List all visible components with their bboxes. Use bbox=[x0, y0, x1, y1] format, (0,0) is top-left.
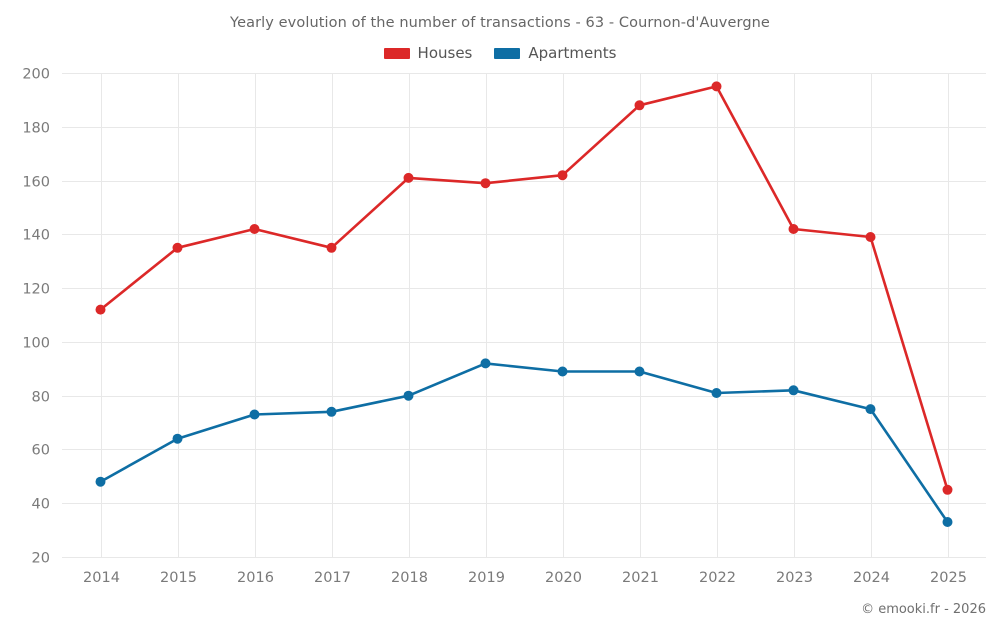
data-point-apartments-2014[interactable] bbox=[95, 476, 106, 487]
chart-title: Yearly evolution of the number of transa… bbox=[230, 15, 770, 31]
copyright-credit: © emooki.fr - 2026 bbox=[861, 602, 986, 617]
data-point-houses-2015[interactable] bbox=[172, 242, 183, 253]
data-point-apartments-2016[interactable] bbox=[249, 409, 260, 420]
series-layer bbox=[95, 81, 953, 527]
series-line-apartments bbox=[99, 362, 949, 524]
data-point-houses-2018[interactable] bbox=[403, 172, 414, 183]
x-axis-tick-label: 2016 bbox=[237, 570, 274, 586]
data-point-apartments-2017[interactable] bbox=[326, 406, 337, 417]
y-axis-tick-label: 100 bbox=[22, 336, 50, 352]
y-axis-tick-label: 40 bbox=[32, 497, 50, 513]
data-point-apartments-2018[interactable] bbox=[403, 390, 414, 401]
legend-swatch-apartments bbox=[494, 47, 521, 59]
x-axis-tick-label: 2024 bbox=[853, 570, 890, 586]
data-point-houses-2025[interactable] bbox=[942, 484, 953, 495]
y-axis-tick-label: 160 bbox=[22, 175, 50, 191]
data-point-houses-2024[interactable] bbox=[865, 232, 876, 242]
data-point-houses-2016[interactable] bbox=[249, 224, 260, 234]
y-axis-tick-label: 120 bbox=[22, 282, 50, 298]
x-axis-labels: 2014 2015 2016 2017 2018 2019 2020 2021 2022 2023… bbox=[83, 570, 967, 586]
data-point-houses-2019[interactable] bbox=[480, 178, 491, 189]
y-axis-tick-label: 200 bbox=[22, 67, 50, 83]
x-axis-tick-label: 2014 bbox=[83, 570, 120, 586]
data-point-apartments-2021[interactable] bbox=[634, 366, 645, 377]
x-axis-tick-label: 2019 bbox=[468, 570, 505, 586]
data-point-apartments-2020[interactable] bbox=[557, 366, 568, 377]
data-point-apartments-2022[interactable] bbox=[711, 388, 722, 398]
legend-item-apartments[interactable]: Apartments bbox=[494, 44, 616, 62]
x-axis-tick-label: 2023 bbox=[776, 570, 813, 586]
x-axis-tick-label: 2021 bbox=[622, 570, 659, 586]
data-point-houses-2017[interactable] bbox=[326, 242, 337, 253]
data-point-houses-2014[interactable] bbox=[95, 304, 106, 315]
x-axis-tick-label: 2025 bbox=[930, 570, 967, 586]
data-point-apartments-2019[interactable] bbox=[480, 358, 491, 369]
y-axis-tick-label: 20 bbox=[32, 551, 50, 567]
legend-label-apartments: Apartments bbox=[528, 44, 617, 62]
x-axis-tick-label: 2017 bbox=[314, 570, 351, 586]
data-point-apartments-2025[interactable] bbox=[942, 517, 953, 527]
y-axis-labels: 20 40 60 80 100 120 140 160 180 200 bbox=[22, 67, 50, 567]
data-point-apartments-2023[interactable] bbox=[788, 385, 799, 396]
legend-label-houses: Houses bbox=[417, 44, 473, 62]
x-axis-tick-label: 2020 bbox=[545, 570, 582, 586]
chart-legend: Houses Apartments bbox=[0, 44, 1000, 62]
data-point-houses-2021[interactable] bbox=[634, 100, 645, 111]
data-point-apartments-2015[interactable] bbox=[172, 433, 183, 444]
x-axis-tick-label: 2022 bbox=[699, 570, 736, 586]
legend-item-houses[interactable]: Houses bbox=[383, 44, 473, 62]
y-axis-tick-label: 80 bbox=[32, 390, 50, 406]
grid-lines bbox=[62, 73, 986, 558]
legend-swatch-houses bbox=[383, 47, 410, 59]
y-axis-tick-label: 180 bbox=[22, 121, 50, 137]
data-point-houses-2022[interactable] bbox=[711, 81, 722, 92]
data-point-houses-2023[interactable] bbox=[788, 224, 799, 234]
data-point-apartments-2024[interactable] bbox=[865, 404, 876, 415]
x-axis-tick-label: 2015 bbox=[160, 570, 197, 586]
x-axis-tick-label: 2018 bbox=[391, 570, 428, 586]
y-axis-tick-label: 140 bbox=[22, 228, 50, 244]
series-line-houses bbox=[99, 85, 949, 492]
data-point-houses-2020[interactable] bbox=[557, 170, 568, 181]
y-axis-tick-label: 60 bbox=[32, 443, 50, 459]
